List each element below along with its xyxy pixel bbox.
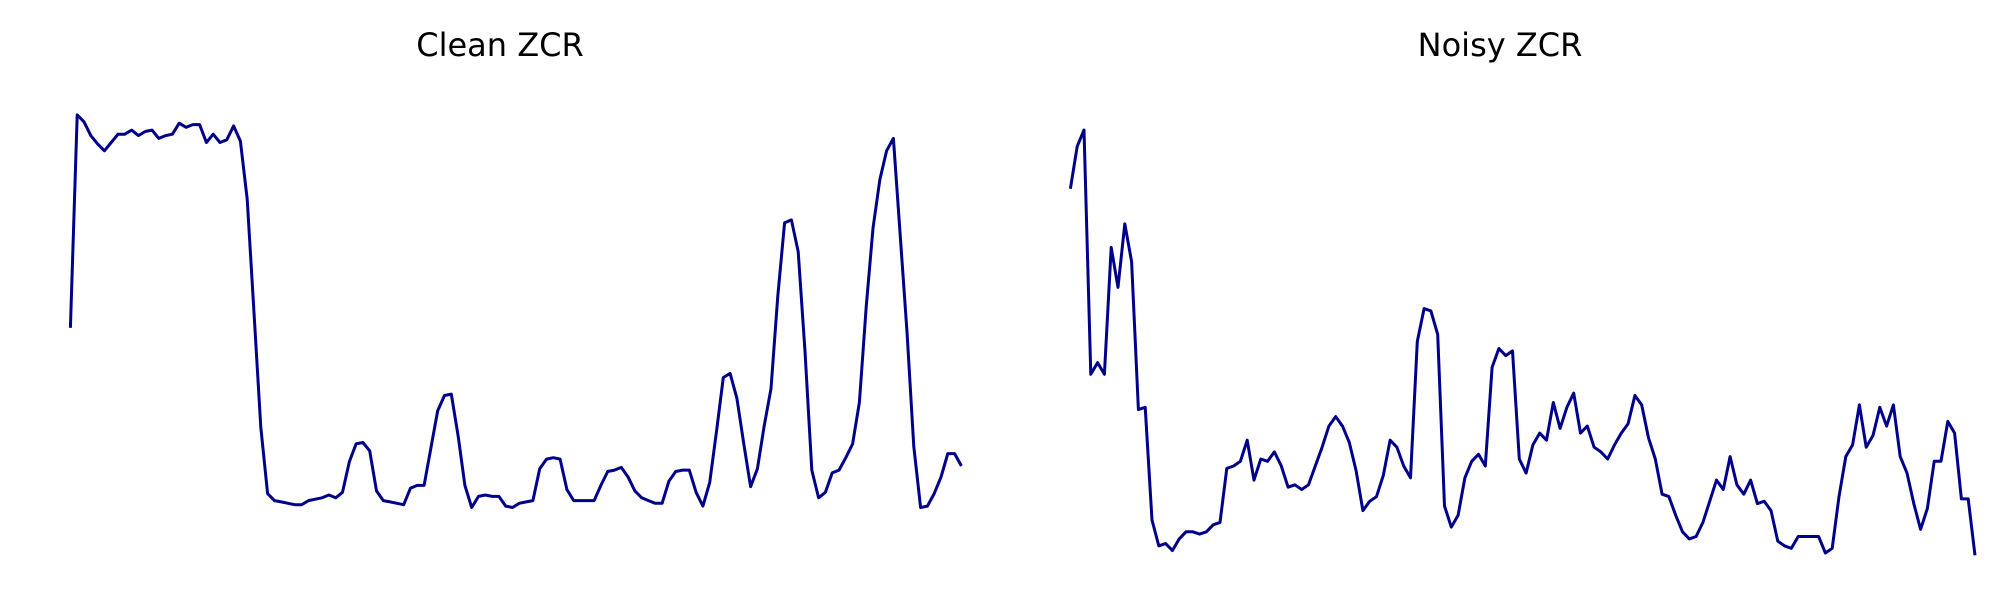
clean-zcr-plot (68, 113, 963, 509)
noisy-zcr-chart: Noisy ZCR (1000, 0, 2000, 600)
clean-zcr-title: Clean ZCR (416, 26, 584, 64)
noisy-zcr-plot (1068, 128, 1977, 556)
zcr-series-line (1068, 128, 1977, 556)
clean-zcr-chart: Clean ZCR (68, 26, 963, 509)
noisy-zcr-title: Noisy ZCR (1417, 26, 1583, 64)
zcr-series-line (68, 113, 963, 509)
